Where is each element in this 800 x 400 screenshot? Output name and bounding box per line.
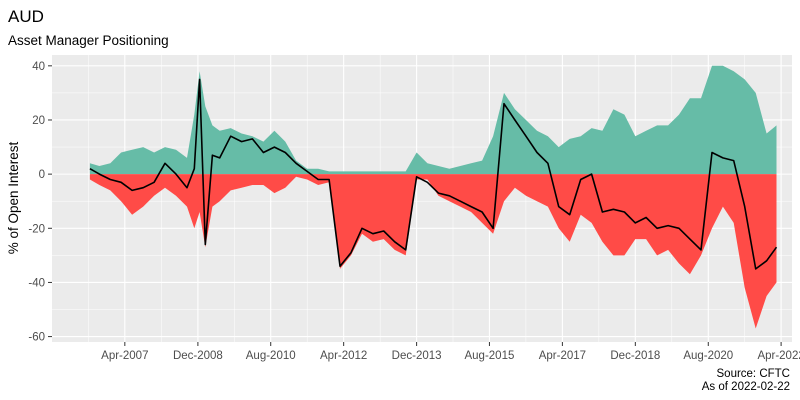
x-tick-label: Dec-2018 [610, 350, 660, 362]
x-tick-label: Dec-2008 [173, 350, 223, 362]
x-tick-label: Dec-2013 [392, 350, 442, 362]
caption-line: Source: CFTC [717, 368, 791, 380]
y-tick-label: -40 [28, 277, 45, 289]
net-position-line [89, 78, 778, 270]
y-tick-label: 40 [32, 61, 45, 73]
x-tick-label: Apr-2012 [320, 350, 367, 362]
x-tick-label: Aug-2020 [683, 350, 733, 362]
x-tick-label: Apr-2017 [539, 350, 586, 362]
y-tick-label: 0 [39, 169, 45, 181]
y-axis: 40 20 0 -20 -40 -60 [28, 61, 52, 344]
y-axis-label: % of Open Interest [6, 141, 21, 254]
chart-subtitle: Asset Manager Positioning [8, 33, 169, 48]
y-tick-label: -20 [28, 223, 45, 235]
y-tick-label: 20 [32, 115, 45, 127]
net-line [89, 78, 778, 270]
x-tick-label: Apr-2007 [101, 350, 148, 362]
long-area [89, 65, 777, 175]
x-tick-label: Aug-2015 [464, 350, 514, 362]
chart-title: AUD [8, 7, 44, 26]
x-axis: Apr-2007 Dec-2008 Aug-2010 Apr-2012 Dec-2013… [101, 342, 800, 362]
x-tick-label: Apr-2022 [757, 350, 800, 362]
y-tick-label: -60 [28, 332, 45, 344]
position-areas [89, 65, 777, 329]
caption-line: As of 2022-02-22 [702, 381, 790, 393]
x-tick-label: Aug-2010 [246, 350, 296, 362]
short-area [89, 174, 777, 329]
